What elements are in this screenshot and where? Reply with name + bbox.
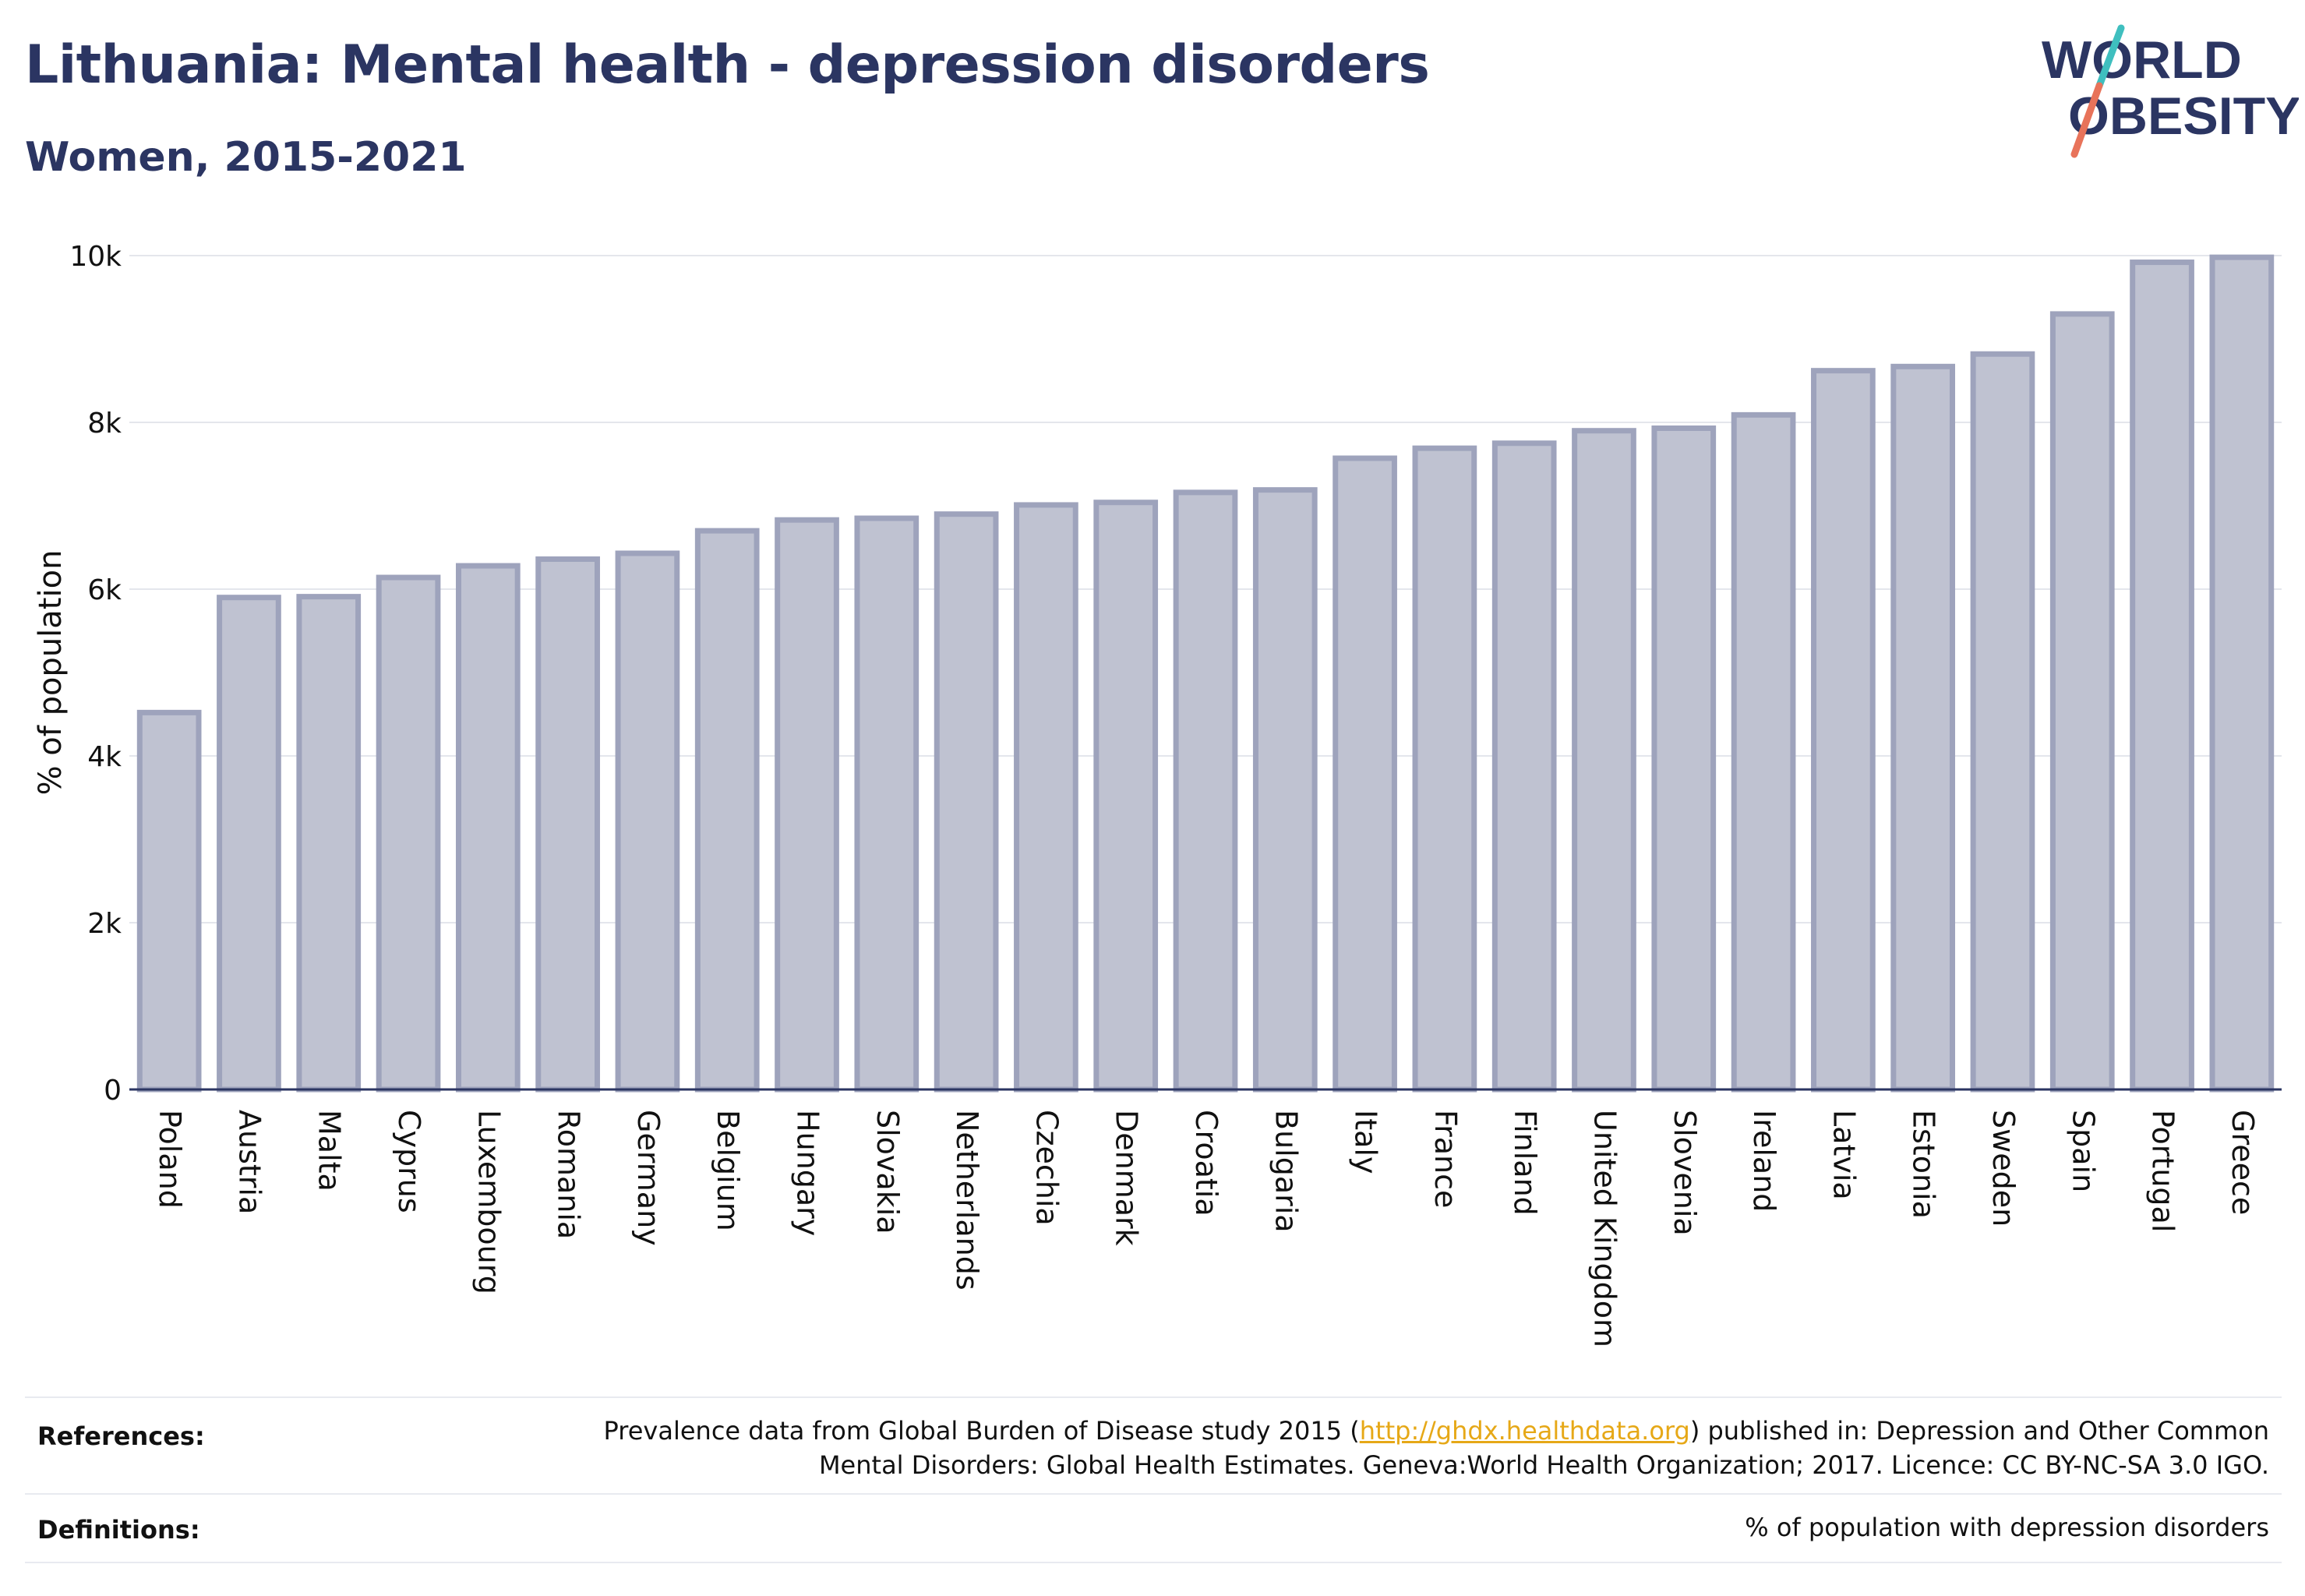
bar	[775, 517, 839, 1093]
bar	[615, 550, 680, 1093]
x-tick-label: Poland	[153, 1110, 187, 1209]
x-tick-label: Malta	[312, 1110, 347, 1192]
bar	[1811, 368, 1876, 1093]
bar	[136, 709, 202, 1093]
x-tick-label: Netherlands	[950, 1110, 984, 1291]
page-subtitle: Women, 2015-2021	[25, 134, 467, 181]
bar	[1491, 440, 1557, 1093]
x-tick-label: Germany	[631, 1110, 665, 1246]
x-tick-label: Greece	[2226, 1110, 2260, 1215]
y-tick-label: 0	[104, 1075, 122, 1107]
bar	[296, 594, 362, 1093]
page-title: Lithuania: Mental health - depression di…	[25, 34, 1430, 96]
y-tick-label: 2k	[87, 908, 122, 940]
x-tick-label: Romania	[552, 1110, 586, 1239]
bar	[455, 563, 521, 1093]
bar	[1173, 489, 1238, 1093]
bar	[1731, 411, 1796, 1093]
x-tick-label: Spain	[2066, 1110, 2100, 1192]
bar	[1572, 428, 1636, 1093]
bar	[217, 595, 281, 1093]
references-text: Prevalence data from Global Burden of Di…	[604, 1414, 2269, 1482]
bar	[1014, 502, 1078, 1093]
bar	[1093, 500, 1159, 1093]
x-tick-label: Cyprus	[392, 1110, 426, 1213]
x-tick-label: Denmark	[1110, 1110, 1144, 1246]
logo-slash-coral	[2070, 82, 2103, 158]
bar	[2049, 311, 2115, 1093]
x-tick-label: Estonia	[1907, 1110, 1941, 1219]
bar	[2130, 260, 2194, 1093]
x-tick-label: Sweden	[1986, 1110, 2021, 1227]
bar	[1412, 445, 1477, 1093]
x-tick-label: Latvia	[1827, 1110, 1861, 1200]
y-tick-label: 6k	[87, 574, 122, 606]
logo-line1: WORLD	[2042, 30, 2242, 90]
x-tick-label: Finland	[1508, 1110, 1542, 1216]
references-link[interactable]: http://ghdx.healthdata.org	[1359, 1416, 1690, 1446]
x-tick-label: Slovenia	[1668, 1110, 1702, 1236]
x-tick-label: France	[1428, 1110, 1463, 1208]
references-line2: Mental Disorders: Global Health Estimate…	[818, 1450, 2269, 1480]
references-text-after: ) published in: Depression and Other Com…	[1689, 1416, 2269, 1446]
world-obesity-logo: WORLD OBESITY	[2042, 24, 2299, 158]
logo-slash-teal	[2095, 24, 2125, 90]
bar	[1890, 363, 1956, 1093]
footer-divider	[25, 1562, 2282, 1563]
y-tick-label: 10k	[69, 241, 122, 273]
bar	[694, 528, 760, 1093]
bar	[2209, 254, 2275, 1093]
x-tick-label: Bulgaria	[1269, 1110, 1303, 1233]
bar-chart: 0 2k 4k 6k 8k 10k % of population Poland Austria…	[33, 241, 2282, 1347]
x-tick-label: Austria	[232, 1110, 267, 1214]
bar	[1970, 351, 2035, 1093]
x-tick-label: Luxembourg	[471, 1110, 506, 1294]
x-tick-label: Slovakia	[870, 1110, 905, 1234]
logo-line2: OBESITY	[2068, 87, 2299, 146]
bar	[1252, 487, 1318, 1093]
references-label: References:	[37, 1421, 205, 1451]
y-axis-title: % of population	[33, 550, 69, 796]
x-tick-label: Portugal	[2146, 1110, 2180, 1232]
x-tick-label: Belgium	[711, 1110, 745, 1231]
bar	[535, 556, 600, 1093]
references-text-before: Prevalence data from Global Burden of Di…	[603, 1416, 1360, 1446]
x-tick-label: Ireland	[1747, 1110, 1781, 1212]
definitions-row: Definitions: % of population with depres…	[25, 1493, 2282, 1563]
references-row: References: Prevalence data from Global …	[25, 1396, 2282, 1495]
bar	[934, 511, 999, 1093]
x-tick-label: Croatia	[1189, 1110, 1223, 1216]
definitions-text: % of population with depression disorder…	[1745, 1513, 2269, 1542]
bar	[854, 515, 920, 1093]
x-tick-label: United Kingdom	[1587, 1110, 1622, 1347]
x-tick-label: Hungary	[791, 1110, 825, 1236]
definitions-label: Definitions:	[37, 1515, 200, 1545]
bar	[376, 574, 441, 1093]
bars	[136, 254, 2275, 1093]
y-tick-label: 8k	[87, 408, 122, 440]
bar	[1333, 455, 1397, 1093]
y-tick-label: 4k	[87, 741, 122, 773]
x-tick-label: Czechia	[1029, 1110, 1064, 1226]
bar	[1651, 425, 1717, 1093]
x-tick-label: Italy	[1349, 1110, 1383, 1174]
tick-labels: 0 2k 4k 6k 8k 10k % of population Poland Austria…	[33, 241, 2260, 1347]
